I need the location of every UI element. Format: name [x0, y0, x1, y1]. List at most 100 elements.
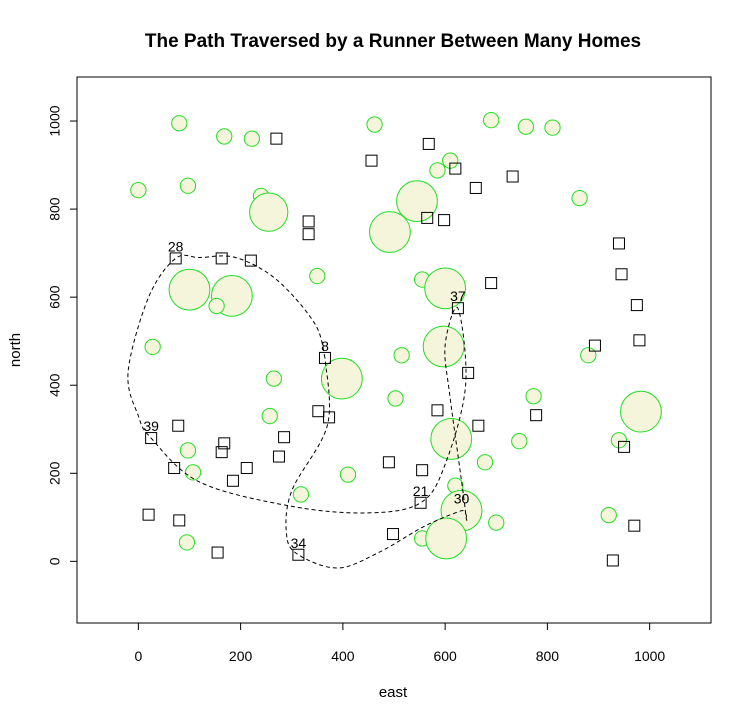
point-label: 28: [168, 238, 184, 254]
circle-marker: [265, 370, 282, 387]
circle-marker: [366, 116, 383, 133]
home-marker: [469, 181, 482, 194]
circle-marker: [130, 182, 147, 199]
home-marker: [606, 554, 619, 567]
home-marker: [365, 154, 378, 167]
x-tick-label: 600: [433, 648, 457, 664]
point-label: 39: [143, 418, 159, 434]
home-marker: [449, 162, 462, 175]
circle-marker: [178, 534, 196, 551]
circle-marker: [179, 177, 197, 194]
home-marker: [618, 440, 631, 453]
y-axis-label: north: [7, 333, 24, 367]
circle-marker: [430, 418, 473, 460]
home-marker: [244, 254, 257, 267]
circle-marker: [580, 347, 597, 364]
circle-marker: [425, 517, 468, 560]
runner-path: [127, 254, 468, 569]
home-marker: [172, 419, 185, 432]
x-tick-label: 800: [536, 648, 560, 664]
home-marker: [438, 214, 451, 227]
circle-marker: [488, 514, 505, 531]
point-label: 34: [291, 535, 307, 551]
home-marker: [414, 496, 427, 509]
circle-marker: [171, 115, 188, 132]
circle-marker: [249, 192, 289, 232]
home-marker: [422, 137, 435, 150]
x-axis-label: east: [379, 684, 408, 701]
x-tick-label: 0: [134, 648, 142, 664]
plot-frame: [76, 76, 712, 624]
home-marker: [612, 237, 625, 250]
y-tick-label: 1000: [47, 105, 63, 136]
home-marker: [270, 132, 283, 145]
home-marker: [382, 456, 395, 469]
circle-marker: [369, 211, 411, 253]
circle-marker: [387, 390, 404, 407]
y-tick-label: 0: [47, 557, 63, 565]
home-marker: [421, 211, 434, 224]
circle-marker: [393, 347, 410, 364]
circle-marker: [511, 432, 528, 450]
home-marker: [506, 170, 519, 183]
x-tick-label: 200: [229, 648, 253, 664]
circle-marker: [216, 128, 233, 145]
home-marker: [312, 405, 325, 418]
circle-marker: [208, 297, 225, 315]
home-marker: [278, 431, 291, 444]
circle-marker: [571, 189, 588, 207]
circle-marker: [261, 407, 278, 425]
y-tick-label: 800: [47, 197, 63, 221]
home-marker: [451, 302, 464, 315]
home-marker: [215, 252, 228, 265]
home-marker: [615, 268, 628, 281]
home-marker: [272, 450, 285, 463]
circle-marker: [544, 119, 561, 136]
circle-marker: [422, 325, 465, 368]
y-tick-label: 400: [47, 373, 63, 397]
x-axis: 0 200 400 600 800 1000: [134, 622, 665, 664]
home-marker: [431, 404, 444, 417]
home-marker: [630, 299, 643, 312]
home-marker: [211, 546, 224, 559]
circle-marker: [184, 464, 202, 481]
circle-marker: [168, 268, 211, 311]
circle-marker: [525, 388, 542, 405]
home-marker: [628, 519, 641, 532]
circle-marker: [517, 118, 535, 135]
home-marker: [168, 462, 181, 475]
home-marker: [485, 277, 498, 290]
circle-marker: [309, 267, 326, 285]
circle-marker: [476, 454, 494, 471]
home-marker: [462, 366, 475, 379]
circle-marker: [429, 162, 446, 179]
home-marker: [215, 446, 228, 459]
point-labels: 28 8 37 39 21 30 34: [143, 238, 469, 550]
home-marker: [302, 215, 315, 228]
point-label: 30: [454, 491, 470, 507]
home-marker: [292, 548, 305, 561]
home-marker: [173, 514, 186, 527]
home-marker: [302, 228, 315, 241]
y-tick-label: 200: [47, 461, 63, 485]
home-marker: [633, 334, 646, 347]
home-marker: [142, 508, 155, 521]
home-marker: [145, 432, 158, 445]
y-axis: 0 200 400 600 800 1000: [47, 105, 78, 565]
circle-marker: [600, 506, 617, 524]
x-tick-label: 1000: [634, 648, 665, 664]
circle-marker: [424, 267, 467, 310]
circle-marker: [144, 338, 161, 356]
home-marker: [218, 437, 231, 450]
x-tick-label: 400: [331, 648, 355, 664]
home-marker: [588, 339, 601, 352]
circle-marker: [320, 357, 363, 400]
circle-marker: [396, 180, 438, 223]
home-marker: [318, 351, 331, 364]
circle-markers: [130, 112, 662, 560]
circle-marker: [339, 466, 357, 483]
chart-title: The Path Traversed by a Runner Between M…: [145, 31, 641, 52]
home-marker: [472, 419, 485, 432]
home-marker: [386, 528, 399, 541]
